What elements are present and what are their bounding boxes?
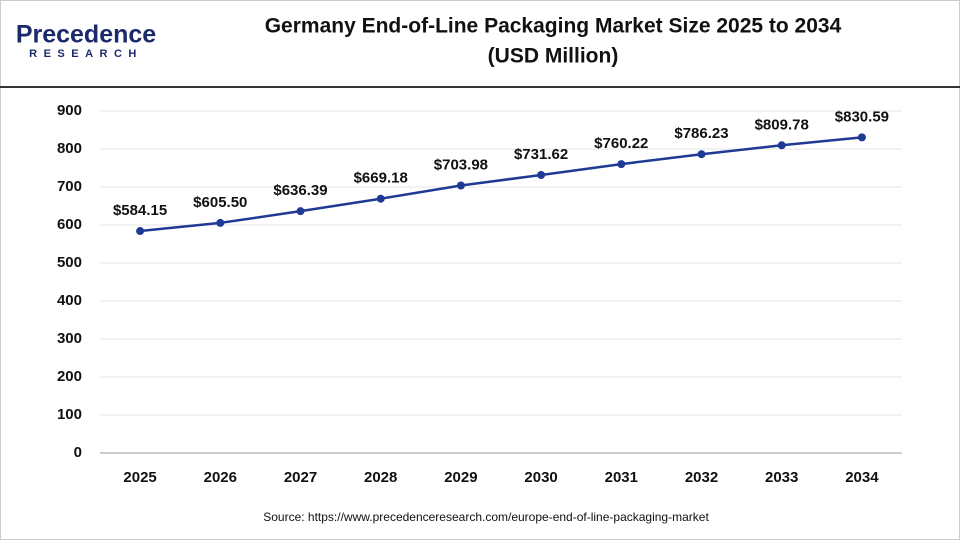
data-label: $703.98: [434, 156, 488, 173]
data-label: $636.39: [273, 182, 327, 199]
y-tick-label: 0: [74, 444, 82, 461]
y-tick-label: 300: [57, 330, 82, 347]
data-label: $584.15: [113, 202, 167, 219]
data-label: $809.78: [755, 116, 809, 133]
source: Source: https://www.precedenceresearch.c…: [263, 510, 709, 524]
point: [857, 133, 866, 142]
logo-name: Precedence: [16, 21, 156, 49]
point: [376, 194, 385, 203]
point: [617, 160, 626, 169]
x-tick-label: 2033: [765, 469, 798, 486]
chart-title: (USD Million): [488, 45, 619, 68]
y-tick-label: 100: [57, 406, 82, 423]
x-tick-label: 2030: [524, 469, 557, 486]
point: [456, 181, 465, 190]
x-tick-label: 2028: [364, 469, 397, 486]
line: [139, 136, 863, 233]
y-tick-label: 200: [57, 368, 82, 385]
point: [296, 207, 305, 216]
x-tick-label: 2027: [284, 469, 317, 486]
data-label: $731.62: [514, 146, 568, 163]
point: [697, 150, 706, 159]
y-tick-label: 700: [57, 178, 82, 195]
data-label: $760.22: [594, 135, 648, 152]
x-tick-label: 2029: [444, 469, 477, 486]
point: [136, 227, 145, 236]
point: [777, 141, 786, 150]
x-tick-label: 2025: [123, 469, 156, 486]
x-tick-label: 2026: [204, 469, 237, 486]
x-tick-label: 2032: [685, 469, 718, 486]
point: [537, 170, 546, 179]
y-tick-label: 500: [57, 254, 82, 271]
y-tick-label: 800: [57, 140, 82, 157]
point: [216, 218, 225, 227]
y-tick-label: 600: [57, 216, 82, 233]
data-label: $605.50: [193, 194, 247, 211]
data-label: $669.18: [354, 170, 408, 187]
chart-title: Germany End-of-Line Packaging Market Siz…: [265, 15, 842, 38]
y-tick-label: 400: [57, 292, 82, 309]
logo-tagline: RESEARCH: [29, 48, 143, 60]
x-tick-label: 2031: [605, 469, 638, 486]
data-label: $786.23: [674, 125, 728, 142]
y-tick-label: 900: [57, 102, 82, 119]
data-label: $830.59: [835, 108, 889, 125]
x-tick-label: 2034: [845, 469, 879, 486]
